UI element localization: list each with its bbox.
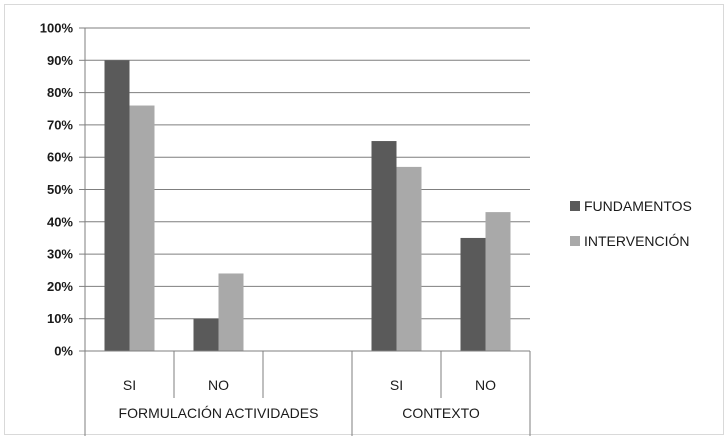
y-tick-label: 10% [47, 311, 73, 326]
bar-intervención-1 [218, 273, 244, 351]
legend: FUNDAMENTOS INTERVENCIÓN [570, 198, 692, 249]
category-label: SI [123, 377, 136, 393]
legend-label: FUNDAMENTOS [584, 198, 692, 214]
y-tick-label: 20% [47, 279, 73, 294]
category-label: NO [208, 377, 229, 393]
bars [104, 60, 511, 352]
bar-intervención-0 [129, 105, 155, 352]
category-label: SI [390, 377, 403, 393]
y-tick-label: 60% [47, 150, 73, 165]
y-tick-label: 40% [47, 214, 73, 229]
bar-intervención-3 [396, 166, 422, 351]
bar-intervención-4 [485, 212, 511, 351]
axes [79, 27, 531, 436]
y-tick-label: 70% [47, 117, 73, 132]
bar-fundamentos-4 [460, 237, 486, 351]
bar-fundamentos-1 [193, 318, 219, 351]
axis-labels: 0% 10% 20% 30% 40% 50% 60% 70% 80% 90% 100% SI NO SI N… [40, 21, 496, 422]
legend-swatch [570, 236, 580, 246]
y-tick-label: 30% [47, 247, 73, 262]
y-tick-label: 50% [47, 182, 73, 197]
y-tick-label: 100% [40, 21, 74, 36]
group-label: CONTEXTO [402, 405, 480, 421]
bar-fundamentos-3 [371, 141, 397, 351]
gridlines [85, 27, 530, 320]
y-tick-label: 0% [54, 344, 73, 359]
bar-fundamentos-0 [104, 60, 130, 352]
y-tick-label: 90% [47, 53, 73, 68]
y-tick-label: 80% [47, 85, 73, 100]
category-label: NO [475, 377, 496, 393]
legend-swatch [570, 201, 580, 211]
group-label: FORMULACIÓN ACTIVIDADES [119, 405, 319, 421]
legend-label: INTERVENCIÓN [584, 233, 690, 249]
